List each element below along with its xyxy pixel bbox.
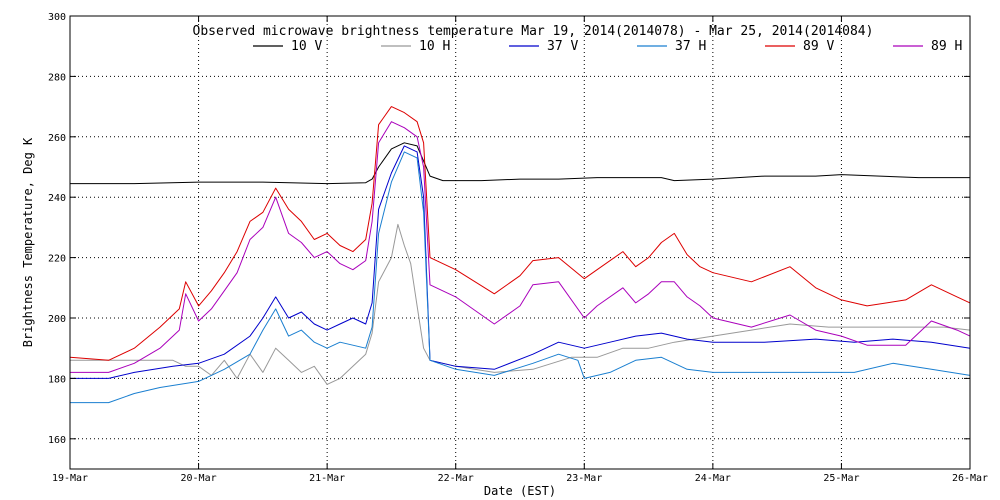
x-tick-label: 26-Mar	[952, 473, 988, 484]
y-tick-label: 220	[48, 254, 66, 265]
series-line-37-h	[70, 151, 971, 404]
grid-lines	[70, 16, 970, 469]
legend-label-89-h: 89 H	[931, 39, 962, 54]
x-tick-label: 20-Mar	[181, 473, 217, 484]
x-axis-label: Date (EST)	[484, 484, 556, 498]
series-line-37-v	[70, 145, 971, 379]
x-tick-label: 22-Mar	[438, 473, 474, 484]
x-tick-label: 24-Mar	[695, 473, 731, 484]
legend-label-10-h: 10 H	[419, 39, 450, 54]
series-line-10-v	[70, 142, 970, 185]
y-tick-label: 280	[48, 72, 66, 83]
chart-title: Observed microwave brightness temperatur…	[193, 24, 874, 39]
series-line-89-v	[69, 106, 971, 361]
axis-ticks: 160 180 200 220 240 260 280 300 19-Mar 20-Mar 21-M…	[48, 12, 988, 484]
y-tick-label: 300	[48, 12, 66, 23]
x-tick-label: 19-Mar	[52, 473, 88, 484]
x-tick-label: 21-Mar	[309, 473, 345, 484]
chart-title-text: Observed microwave brightness temperatur…	[193, 24, 874, 39]
y-axis-label: Brightness Temperature, Deg K	[21, 137, 35, 347]
legend-label-10-v: 10 V	[291, 39, 322, 54]
x-tick-label: 25-Mar	[823, 473, 859, 484]
y-tick-label: 180	[48, 374, 66, 385]
y-tick-label: 200	[48, 314, 66, 325]
legend-label-37-v: 37 V	[547, 39, 578, 54]
series-layer	[69, 106, 971, 404]
y-tick-label: 240	[48, 193, 66, 204]
series-line-89-h	[70, 121, 971, 373]
x-tick-label: 23-Mar	[566, 473, 602, 484]
plot-frame	[69, 15, 971, 470]
legend: 10 V 10 H 37 V 37 H 89 V 89 H	[253, 39, 962, 54]
legend-label-89-v: 89 V	[803, 39, 834, 54]
y-tick-label: 260	[48, 133, 66, 144]
series-line-10-h	[70, 223, 971, 385]
legend-label-37-h: 37 H	[675, 39, 706, 54]
y-tick-label: 160	[48, 435, 66, 446]
